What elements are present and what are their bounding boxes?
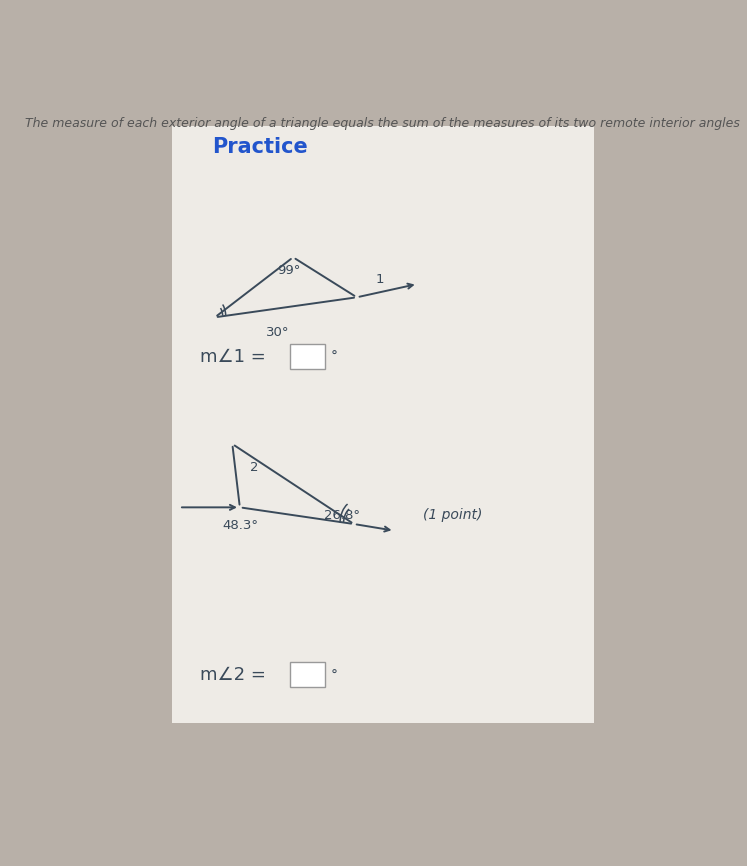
Bar bbox=[291, 662, 325, 688]
Text: 2: 2 bbox=[249, 461, 258, 474]
Text: 30°: 30° bbox=[266, 326, 289, 339]
Text: (1 point): (1 point) bbox=[424, 508, 483, 522]
Bar bbox=[172, 126, 594, 723]
Text: Practice: Practice bbox=[212, 137, 308, 158]
Bar bbox=[291, 344, 325, 369]
Text: 48.3°: 48.3° bbox=[222, 519, 258, 532]
Text: 99°: 99° bbox=[277, 264, 301, 277]
Text: m∠2 =: m∠2 = bbox=[200, 666, 267, 684]
Text: m∠1 =: m∠1 = bbox=[200, 348, 266, 366]
Text: 1: 1 bbox=[376, 274, 385, 287]
Text: 26.8°: 26.8° bbox=[323, 509, 360, 522]
Text: The measure of each exterior angle of a triangle equals the sum of the measures : The measure of each exterior angle of a … bbox=[25, 117, 740, 130]
Text: °: ° bbox=[331, 351, 338, 365]
Text: °: ° bbox=[331, 669, 338, 682]
